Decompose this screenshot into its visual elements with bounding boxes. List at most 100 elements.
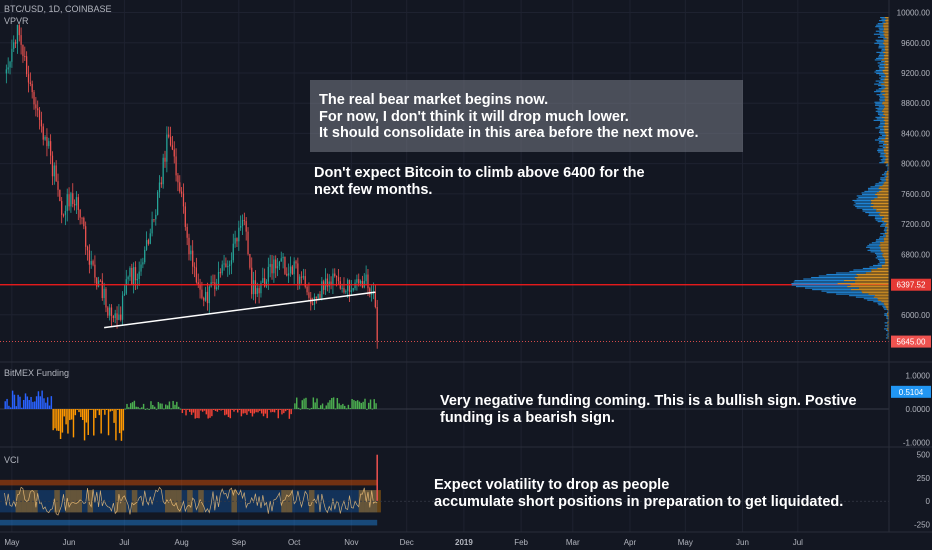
funding-bar bbox=[277, 409, 280, 419]
funding-bar bbox=[310, 407, 313, 409]
vpvr-bar-up bbox=[881, 180, 887, 182]
vpvr-bar-up bbox=[875, 26, 884, 28]
funding-bar bbox=[83, 409, 86, 441]
funding-bar bbox=[32, 401, 34, 409]
funding-bar bbox=[8, 405, 10, 409]
vpvr-bar-up bbox=[877, 148, 884, 150]
candle-body bbox=[204, 291, 207, 301]
vpvr-bar-up bbox=[874, 59, 882, 61]
funding-bar bbox=[329, 400, 331, 409]
candle-body bbox=[323, 281, 325, 290]
annotation-vci-note[interactable]: Expect volatility to drop as people accu… bbox=[434, 477, 844, 510]
vpvr-bar-up bbox=[880, 35, 885, 37]
candle-body bbox=[18, 25, 20, 36]
vci-volatility-block bbox=[15, 490, 22, 513]
candle-body bbox=[217, 272, 220, 288]
candle-body bbox=[125, 279, 127, 294]
funding-bar bbox=[301, 400, 303, 409]
vpvr-bar-up bbox=[887, 166, 889, 168]
vpvr-bar-down bbox=[880, 246, 889, 248]
vpvr-bar-up bbox=[867, 187, 879, 189]
funding-bar bbox=[281, 409, 283, 415]
annotation-box[interactable]: The real bear market begins now. For now… bbox=[310, 80, 743, 152]
funding-bar bbox=[235, 409, 237, 410]
candle-body bbox=[44, 136, 46, 140]
vpvr-bar-up bbox=[883, 234, 886, 236]
funding-bar bbox=[168, 401, 171, 409]
vpvr-bar-down bbox=[886, 144, 889, 146]
vpvr-bar-up bbox=[873, 119, 884, 121]
annotation-funding-note[interactable]: Very negative funding coming. This is a … bbox=[440, 393, 857, 426]
funding-bar bbox=[93, 409, 95, 436]
funding-bar bbox=[319, 405, 322, 409]
annotation-price-note[interactable]: Don't expect Bitcoin to climb above 6400… bbox=[314, 165, 645, 198]
vpvr-bar-up bbox=[879, 115, 885, 117]
time-tick-label: Jun bbox=[736, 538, 749, 547]
candle-body bbox=[99, 280, 102, 282]
funding-pane-label[interactable]: BitMEX Funding bbox=[4, 368, 70, 378]
time-tick-label: Apr bbox=[624, 538, 637, 547]
candle-body bbox=[319, 294, 321, 298]
funding-bar bbox=[22, 399, 25, 409]
vpvr-bar-up bbox=[876, 57, 885, 59]
vpvr-bar-down bbox=[856, 273, 889, 276]
vpvr-bar-up bbox=[874, 101, 883, 103]
vpvr-bar-down bbox=[850, 284, 889, 286]
vpvr-bar-up bbox=[869, 248, 881, 250]
candle-body bbox=[199, 284, 201, 290]
candle-body bbox=[162, 157, 164, 185]
price-tick-label: 8000.00 bbox=[901, 160, 930, 169]
vpvr-bar-up bbox=[887, 332, 889, 334]
vpvr-bar-up bbox=[881, 18, 887, 20]
vpvr-bar-up bbox=[881, 174, 887, 176]
price-tick-label: 6800.00 bbox=[901, 250, 930, 259]
candle-body bbox=[37, 108, 39, 111]
funding-bar bbox=[356, 400, 359, 409]
candle-body bbox=[195, 267, 198, 283]
vpvr-bar-down bbox=[883, 216, 889, 218]
candle-body bbox=[138, 271, 140, 279]
vci-pane-label[interactable]: VCI bbox=[4, 455, 20, 465]
candle-body bbox=[306, 286, 308, 293]
vpvr-bar-up bbox=[880, 154, 885, 156]
vpvr-bar-up bbox=[879, 124, 886, 126]
vpvr-bar-up bbox=[884, 322, 888, 324]
funding-bar bbox=[24, 393, 27, 409]
vpvr-bar-down bbox=[884, 57, 889, 59]
funding-bar bbox=[87, 409, 89, 435]
vpvr-bar-up bbox=[873, 33, 884, 35]
vpvr-bar-up bbox=[874, 71, 883, 73]
candle-body bbox=[232, 243, 234, 261]
candle-body bbox=[203, 297, 205, 301]
candle-body bbox=[145, 240, 148, 250]
candle-body bbox=[66, 194, 68, 212]
candle-body bbox=[72, 193, 74, 205]
vpvr-bar-up bbox=[884, 328, 887, 330]
funding-bar bbox=[248, 409, 250, 412]
vpvr-bar-down bbox=[883, 148, 889, 150]
vpvr-bar-down bbox=[884, 66, 889, 69]
vpvr-bar-down bbox=[884, 56, 889, 58]
candle-body bbox=[245, 221, 247, 232]
vpvr-bar-down bbox=[878, 187, 889, 189]
candle-body bbox=[201, 289, 203, 298]
vpvr-bar-down bbox=[880, 249, 889, 251]
funding-bar bbox=[294, 403, 296, 409]
candle-body bbox=[50, 141, 52, 156]
vpvr-bar-up bbox=[791, 283, 838, 285]
candle-body bbox=[343, 287, 345, 293]
vpvr-bar-up bbox=[880, 159, 886, 161]
candle-body bbox=[103, 288, 105, 298]
price-tick-label: 7600.00 bbox=[901, 190, 930, 199]
funding-bar bbox=[78, 409, 80, 413]
vpvr-bar-down bbox=[879, 186, 889, 188]
axes: 6000.006400.006800.007200.007600.008000.… bbox=[4, 9, 931, 547]
vpvr-bar-up bbox=[861, 192, 877, 194]
funding-bar bbox=[225, 409, 228, 415]
vpvr-label[interactable]: VPVR bbox=[4, 16, 29, 26]
vpvr-bar-down bbox=[883, 237, 889, 239]
symbol-title: BTC/USD, 1D, COINBASE bbox=[4, 4, 112, 14]
vpvr-bar-down bbox=[878, 213, 889, 215]
candle-body bbox=[109, 307, 111, 316]
vpvr-bar-down bbox=[884, 260, 889, 262]
